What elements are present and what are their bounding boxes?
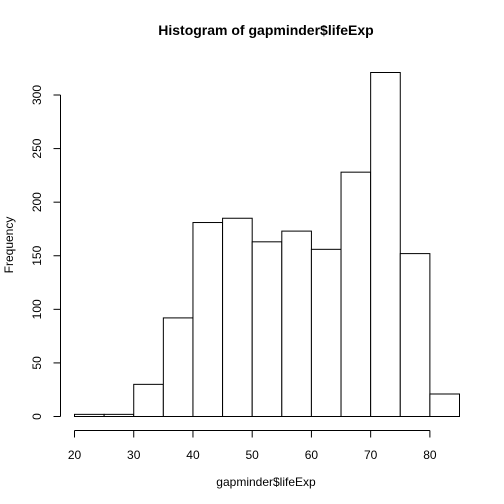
x-tick-label-60: 60 <box>305 448 319 462</box>
histogram-bar-55-60 <box>281 230 312 417</box>
histogram-bar-65-70 <box>340 171 372 417</box>
x-tick-label-30: 30 <box>127 448 141 462</box>
x-tick-label-20: 20 <box>68 448 82 462</box>
y-tick-label-150: 150 <box>30 245 44 265</box>
histogram-bar-45-50 <box>222 217 253 417</box>
histogram-bar-30-35 <box>133 383 164 417</box>
histogram-bar-35-40 <box>162 317 194 418</box>
histogram-bar-20-25 <box>74 413 105 417</box>
y-axis: 0 50 100 150 200 250 300 <box>30 85 61 420</box>
histogram-bar-60-65 <box>310 248 342 417</box>
y-tick-label-250: 250 <box>30 138 44 158</box>
x-axis: 20 30 40 50 60 70 80 <box>68 430 437 462</box>
chart-title: Histogram of gapminder$lifeExp <box>158 22 373 38</box>
x-tick-label-80: 80 <box>423 448 437 462</box>
x-tick-label-50: 50 <box>246 448 260 462</box>
x-tick-label-70: 70 <box>364 448 378 462</box>
histogram-bar-70-75 <box>370 72 401 417</box>
y-tick-label-100: 100 <box>30 299 44 319</box>
x-tick-label-40: 40 <box>186 448 200 462</box>
y-tick-label-300: 300 <box>30 85 44 105</box>
x-axis-label: gapminder$lifeExp <box>216 475 316 489</box>
histogram-bar-80-85 <box>429 393 460 418</box>
histogram-bar-40-45 <box>192 222 224 417</box>
y-tick-label-0: 0 <box>30 413 44 420</box>
histogram-bar-50-55 <box>251 241 283 417</box>
histogram-bar-25-30 <box>103 413 135 417</box>
y-tick-label-50: 50 <box>30 356 44 370</box>
bars-group <box>74 72 460 418</box>
y-tick-label-200: 200 <box>30 192 44 212</box>
histogram-bar-75-80 <box>399 253 431 417</box>
y-axis-label: Frequency <box>2 217 16 274</box>
